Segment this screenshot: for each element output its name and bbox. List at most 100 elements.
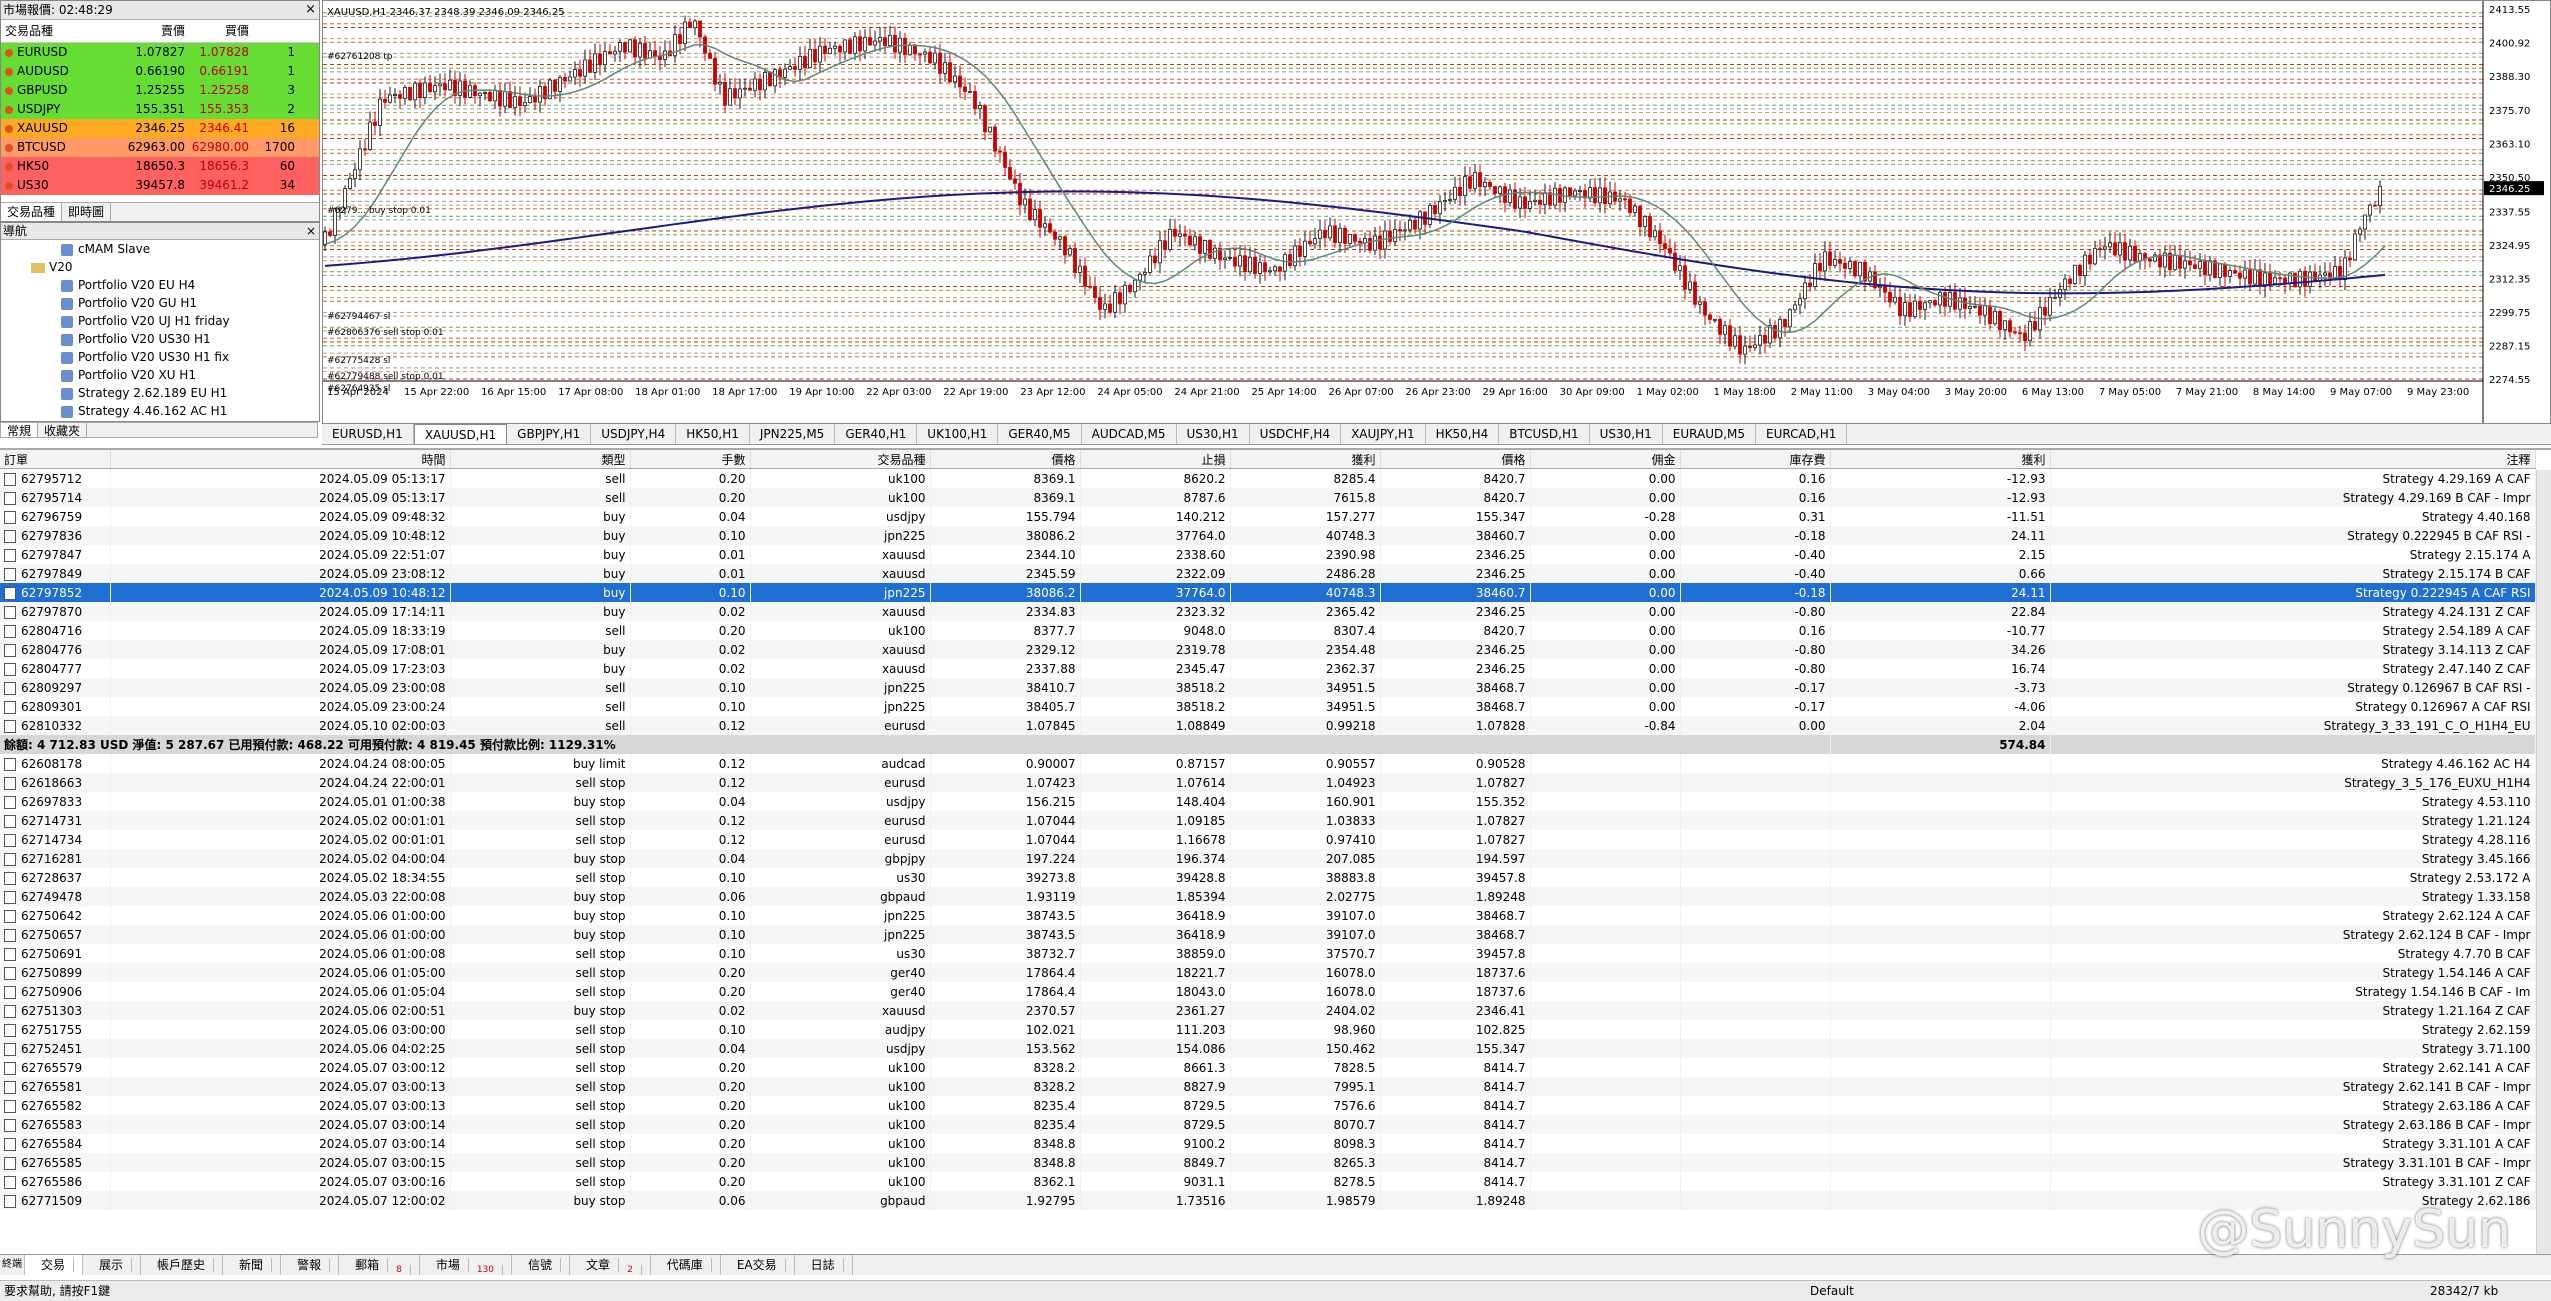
table-row[interactable]: 62797870 2024.05.09 17:14:11 buy 0.02 xauusd…	[0, 602, 2536, 621]
terminal-tab[interactable]: 交易	[25, 1255, 84, 1275]
navigator-item[interactable]: Portfolio V20 XU H1	[1, 366, 319, 384]
table-row[interactable]: 62750906 2024.05.06 01:05:04 sell stop 0.20…	[0, 982, 2536, 1001]
tab-common[interactable]: 常規	[1, 423, 39, 438]
table-row[interactable]: 62795714 2024.05.09 05:13:17 sell 0.20 uk100…	[0, 488, 2536, 507]
close-icon[interactable]: ×	[305, 224, 316, 238]
navigator-item[interactable]: Portfolio V20 GU H1	[1, 294, 319, 312]
chart-tab[interactable]: US30,H1	[1177, 424, 1250, 444]
close-icon[interactable]: ×	[305, 2, 316, 17]
table-row[interactable]: 62796759 2024.05.09 09:48:32 buy 0.04 usdjpy…	[0, 507, 2536, 526]
market-row[interactable]: US30 39457.8 39461.2 34	[1, 176, 319, 195]
column-header[interactable]: 時間	[110, 450, 451, 469]
market-row[interactable]: EURUSD 1.07827 1.07828 1	[1, 43, 319, 62]
terminal-tab[interactable]: 信號	[512, 1255, 571, 1275]
table-row[interactable]: 62749478 2024.05.03 22:00:08 buy stop 0.06 g…	[0, 887, 2536, 906]
market-row[interactable]: USDJPY 155.351 155.353 2	[1, 100, 319, 119]
navigator-item[interactable]: Strategy 2.62.189 EU H1	[1, 384, 319, 402]
table-row[interactable]: 62765583 2024.05.07 03:00:14 sell stop 0.20…	[0, 1115, 2536, 1134]
chart-tab[interactable]: HK50,H4	[1426, 424, 1500, 444]
table-row[interactable]: 62714731 2024.05.02 00:01:01 sell stop 0.12…	[0, 811, 2536, 830]
col-spread[interactable]	[249, 20, 299, 42]
market-row[interactable]: GBPUSD 1.25255 1.25258 3	[1, 81, 319, 100]
table-row[interactable]: 62797849 2024.05.09 23:08:12 buy 0.01 xauusd…	[0, 564, 2536, 583]
terminal-tab[interactable]: 展示	[83, 1255, 142, 1275]
column-header[interactable]: 佣金	[1530, 450, 1681, 469]
table-row[interactable]: 62752451 2024.05.06 04:02:25 sell stop 0.04…	[0, 1039, 2536, 1058]
column-header[interactable]: 價格	[1380, 450, 1531, 469]
chart-tab[interactable]: BTCUSD,H1	[1499, 424, 1590, 444]
col-symbol[interactable]: 交易品種	[5, 24, 54, 38]
table-row[interactable]: 62765586 2024.05.07 03:00:16 sell stop 0.20…	[0, 1172, 2536, 1191]
table-row[interactable]: 62751755 2024.05.06 03:00:00 sell stop 0.10…	[0, 1020, 2536, 1039]
chart-tab[interactable]: AUDCAD,M5	[1082, 424, 1177, 444]
tab-tick-chart[interactable]: 即時圖	[62, 203, 112, 221]
chart-tab[interactable]: US30,H1	[1590, 424, 1663, 444]
market-row[interactable]: HK50 18650.3 18656.3 60	[1, 157, 319, 176]
table-row[interactable]: 62765581 2024.05.07 03:00:13 sell stop 0.20…	[0, 1077, 2536, 1096]
table-row[interactable]: 62728637 2024.05.02 18:34:55 sell stop 0.10…	[0, 868, 2536, 887]
terminal-tab[interactable]: 文章 2	[570, 1255, 651, 1276]
navigator-item[interactable]: V20	[1, 258, 319, 276]
status-profile[interactable]: Default	[1810, 1284, 1854, 1298]
table-row[interactable]: 62765582 2024.05.07 03:00:13 sell stop 0.20…	[0, 1096, 2536, 1115]
table-row[interactable]: 62751303 2024.05.06 02:00:51 buy stop 0.02 x…	[0, 1001, 2536, 1020]
chart-tab[interactable]: XAUUSD,H1	[413, 424, 508, 444]
table-row[interactable]: 62804777 2024.05.09 17:23:03 buy 0.02 xauusd…	[0, 659, 2536, 678]
terminal-tab[interactable]: 新聞	[223, 1255, 282, 1275]
tab-favorites[interactable]: 收藏夾	[38, 423, 88, 438]
navigator-item[interactable]: cMAM Slave	[1, 240, 319, 258]
chart-tab[interactable]: XAUJPY,H1	[1341, 424, 1426, 444]
table-row[interactable]: 62804776 2024.05.09 17:08:01 buy 0.02 xauusd…	[0, 640, 2536, 659]
column-header[interactable]: 訂單	[0, 450, 111, 469]
chart-tab[interactable]: GBPJPY,H1	[507, 424, 592, 444]
terminal-tab[interactable]: 市場 130	[420, 1255, 513, 1276]
table-row[interactable]: 62750657 2024.05.06 01:00:00 buy stop 0.10 j…	[0, 925, 2536, 944]
chart-tab[interactable]: USDJPY,H4	[591, 424, 677, 444]
navigator-item[interactable]: Strategy 4.46.162 AC H1	[1, 402, 319, 420]
market-row[interactable]: XAUUSD 2346.25 2346.41 16	[1, 119, 319, 138]
column-header[interactable]: 獲利	[1230, 450, 1381, 469]
chart-tab[interactable]: EURCAD,H1	[1756, 424, 1848, 444]
table-row[interactable]: 62608178 2024.04.24 08:00:05 buy limit 0.12…	[0, 754, 2536, 773]
table-row[interactable]: 62797836 2024.05.09 10:48:12 buy 0.10 jpn225…	[0, 526, 2536, 545]
table-row[interactable]: 62714734 2024.05.02 00:01:01 sell stop 0.12…	[0, 830, 2536, 849]
terminal-tab[interactable]: 日誌	[795, 1255, 853, 1275]
terminal-tab[interactable]: EA交易	[721, 1255, 795, 1275]
navigator-item[interactable]: Portfolio V20 US30 H1 fix	[1, 348, 319, 366]
navigator-item[interactable]: Portfolio V20 US30 H1	[1, 330, 319, 348]
terminal-tab[interactable]: 警報	[281, 1255, 340, 1275]
market-row[interactable]: BTCUSD 62963.00 62980.00 1700	[1, 138, 319, 157]
table-row[interactable]: 62809297 2024.05.09 23:00:08 sell 0.10 jpn22…	[0, 678, 2536, 697]
table-row[interactable]: 62750691 2024.05.06 01:00:08 sell stop 0.10…	[0, 944, 2536, 963]
table-row[interactable]: 62810332 2024.05.10 02:00:03 sell 0.12 eurus…	[0, 716, 2536, 735]
table-row[interactable]: 62750642 2024.05.06 01:00:00 buy stop 0.10 j…	[0, 906, 2536, 925]
table-row[interactable]: 62765579 2024.05.07 03:00:12 sell stop 0.20…	[0, 1058, 2536, 1077]
table-row[interactable]: 62795712 2024.05.09 05:13:17 sell 0.20 uk100…	[0, 468, 2536, 488]
market-row[interactable]: AUDUSD 0.66190 0.66191 1	[1, 62, 319, 81]
table-row[interactable]: 62618663 2024.04.24 22:00:01 sell stop 0.12…	[0, 773, 2536, 792]
table-row[interactable]: 62797847 2024.05.09 22:51:07 buy 0.01 xauusd…	[0, 545, 2536, 564]
chart-window[interactable]: 2413.55 2400.92 2388.30 2375.70 2363.10 2350.…	[322, 0, 2551, 424]
chart-tab[interactable]: HK50,H1	[676, 424, 750, 444]
column-header[interactable]: 注釋	[2050, 450, 2536, 469]
terminal-tab[interactable]: 帳戶歷史	[141, 1255, 224, 1275]
table-row[interactable]: 62765584 2024.05.07 03:00:14 sell stop 0.20…	[0, 1134, 2536, 1153]
chart-tab[interactable]: USDCHF,H4	[1250, 424, 1342, 444]
chart-tab[interactable]: JPN225,M5	[750, 424, 836, 444]
table-row[interactable]: 62809301 2024.05.09 23:00:24 sell 0.10 jpn22…	[0, 697, 2536, 716]
terminal-tab[interactable]: 代碼庫	[651, 1255, 721, 1275]
chart-tab[interactable]: GER40,M5	[998, 424, 1082, 444]
table-row[interactable]: 62771509 2024.05.07 12:00:02 buy stop 0.06 g…	[0, 1191, 2536, 1210]
column-header[interactable]: 止損	[1080, 450, 1231, 469]
navigator-item[interactable]: Portfolio V20 EU H4	[1, 276, 319, 294]
col-bid[interactable]: 賣價	[160, 24, 185, 38]
column-header[interactable]: 庫存費	[1680, 450, 1831, 469]
column-header[interactable]: 類型	[450, 450, 631, 469]
chart-tab[interactable]: GER40,H1	[835, 424, 918, 444]
column-header[interactable]: 獲利	[1830, 450, 2051, 469]
table-row[interactable]: 62716281 2024.05.02 04:00:04 buy stop 0.04 g…	[0, 849, 2536, 868]
column-header[interactable]: 交易品種	[750, 450, 931, 469]
chart-tab[interactable]: UK100,H1	[917, 424, 999, 444]
table-row[interactable]: 62765585 2024.05.07 03:00:15 sell stop 0.20…	[0, 1153, 2536, 1172]
table-row[interactable]: 62697833 2024.05.01 01:00:38 buy stop 0.04 u…	[0, 792, 2536, 811]
